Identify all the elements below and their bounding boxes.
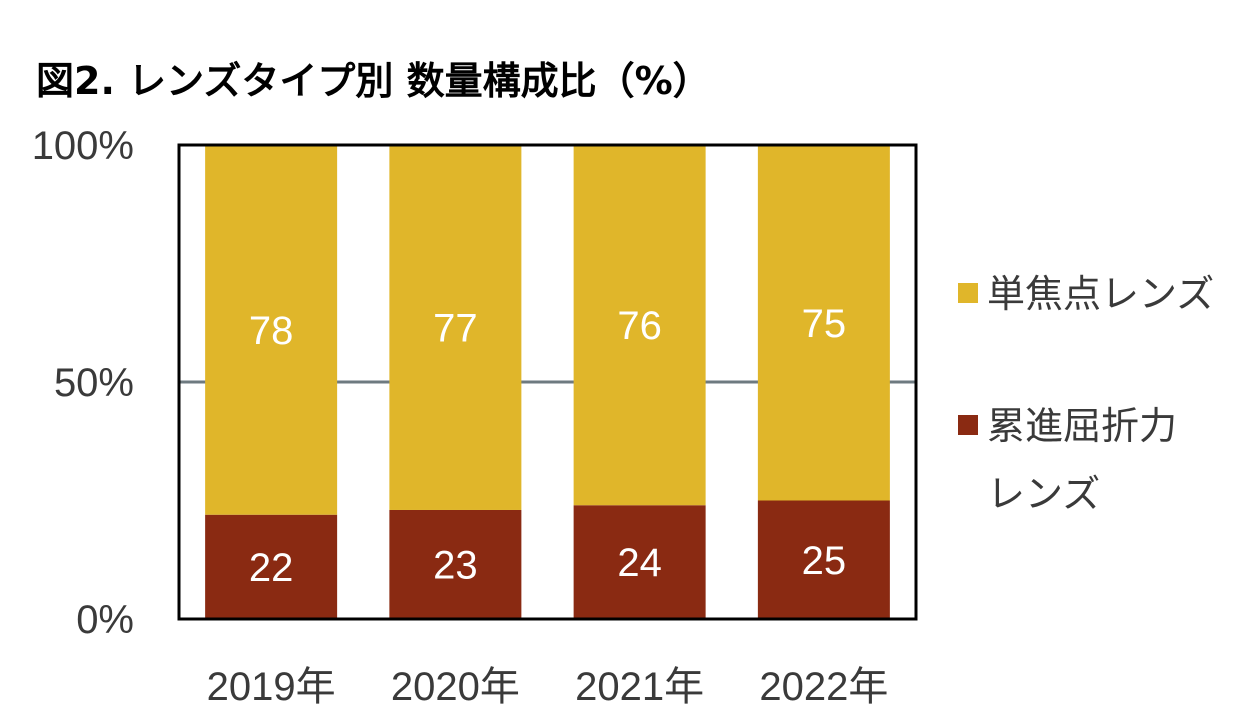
bar-segment [389,509,522,619]
legend-swatch [958,415,978,435]
plot-frame [177,143,918,621]
x-axis-categories: 2019年 2020年 2021年 2022年 [207,665,889,709]
legend-label: レンズ [987,472,1100,516]
data-label: 78 [249,309,294,353]
x-category-label: 2021年 [575,665,704,709]
x-category-label: 2020年 [391,665,520,709]
bar-segment [573,505,706,619]
bar-segment [757,145,890,501]
data-label: 77 [433,306,478,350]
legend-swatch [958,283,978,303]
x-category-label: 2022年 [759,665,888,709]
bar-segment [573,145,706,506]
data-label: 25 [802,539,847,583]
data-label: 75 [802,302,847,346]
legend-label: 累進屈折力 [987,404,1177,448]
bars: 22 78 23 77 24 76 25 75 [205,145,890,619]
x-category-label: 2019年 [207,665,336,709]
bar-segment [205,145,338,515]
data-label: 24 [617,541,662,585]
data-label: 23 [433,543,478,587]
bar-segment [205,514,338,619]
legend-label: 単焦点レンズ [987,272,1214,316]
bar-segment [389,145,522,510]
data-label: 76 [617,304,662,348]
bar-segment [757,500,890,619]
y-axis-ticks: 0% 50% 100% [32,124,134,642]
data-label: 22 [249,546,294,590]
chart-title: 図2. レンズタイプ別 数量構成比（%） [36,59,711,103]
y-tick-label: 0% [76,598,134,642]
y-tick-label: 100% [32,124,134,168]
y-tick-label: 50% [54,361,134,405]
